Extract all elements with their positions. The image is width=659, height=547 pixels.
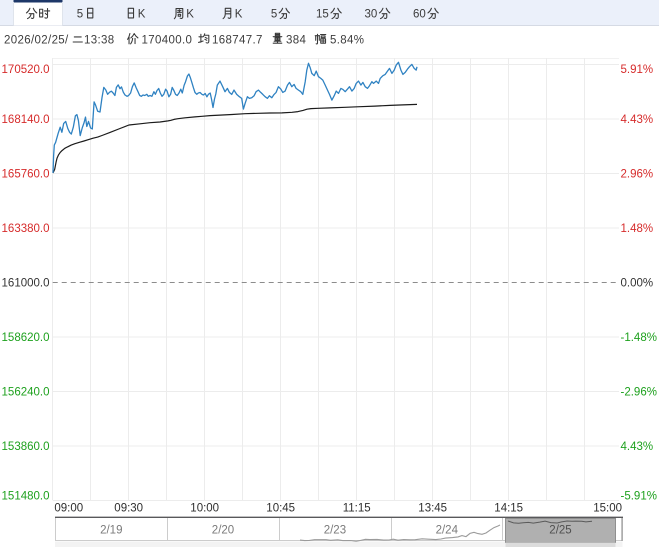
svg-text:2/23: 2/23 bbox=[324, 525, 346, 537]
svg-text:11:15: 11:15 bbox=[343, 503, 371, 515]
svg-text:2.96%: 2.96% bbox=[621, 169, 654, 181]
svg-text:30: 30 bbox=[365, 9, 378, 21]
svg-text:168747.7: 168747.7 bbox=[212, 35, 263, 47]
svg-text:5.91%: 5.91% bbox=[621, 64, 654, 76]
svg-text:384: 384 bbox=[286, 35, 306, 47]
svg-text:13:45: 13:45 bbox=[418, 503, 447, 515]
svg-text:-2.96%: -2.96% bbox=[621, 387, 657, 399]
svg-text:10:00: 10:00 bbox=[190, 503, 219, 515]
svg-text:10:45: 10:45 bbox=[266, 503, 295, 515]
svg-text:161000.0: 161000.0 bbox=[2, 278, 50, 290]
svg-text:09:00: 09:00 bbox=[54, 503, 83, 515]
svg-text:4.43%: 4.43% bbox=[621, 114, 654, 126]
svg-text:0.00%: 0.00% bbox=[621, 278, 654, 290]
svg-text:14:15: 14:15 bbox=[494, 503, 523, 515]
svg-text:13:38: 13:38 bbox=[84, 35, 115, 47]
svg-text:170400.0: 170400.0 bbox=[142, 35, 193, 47]
svg-text:156240.0: 156240.0 bbox=[2, 387, 50, 399]
svg-text:09:30: 09:30 bbox=[114, 503, 143, 515]
svg-text:4.43%: 4.43% bbox=[621, 441, 654, 453]
svg-text:168140.0: 168140.0 bbox=[2, 114, 50, 126]
svg-text:5.84%: 5.84% bbox=[330, 35, 364, 47]
svg-text:2/20: 2/20 bbox=[212, 525, 234, 537]
svg-text:60: 60 bbox=[413, 9, 426, 21]
svg-text:165760.0: 165760.0 bbox=[2, 169, 50, 181]
svg-text:15: 15 bbox=[316, 9, 329, 21]
svg-text:2/25: 2/25 bbox=[549, 525, 571, 537]
svg-text:163380.0: 163380.0 bbox=[2, 223, 50, 235]
svg-text:2026/02/25/: 2026/02/25/ bbox=[4, 35, 69, 47]
svg-text:K: K bbox=[138, 9, 146, 21]
svg-text:-1.48%: -1.48% bbox=[621, 332, 657, 344]
svg-text:1.48%: 1.48% bbox=[621, 223, 654, 235]
svg-text:158620.0: 158620.0 bbox=[2, 332, 50, 344]
svg-text:170520.0: 170520.0 bbox=[2, 64, 50, 76]
svg-text:K: K bbox=[235, 9, 243, 21]
svg-text:2/24: 2/24 bbox=[436, 525, 459, 537]
svg-text:5: 5 bbox=[77, 9, 83, 21]
svg-text:151480.0: 151480.0 bbox=[2, 490, 50, 502]
svg-text:5: 5 bbox=[271, 9, 277, 21]
svg-text:153860.0: 153860.0 bbox=[2, 441, 50, 453]
svg-text:-5.91%: -5.91% bbox=[621, 490, 657, 502]
svg-text:15:00: 15:00 bbox=[593, 503, 622, 515]
svg-text:K: K bbox=[186, 9, 194, 21]
svg-text:2/19: 2/19 bbox=[100, 525, 122, 537]
